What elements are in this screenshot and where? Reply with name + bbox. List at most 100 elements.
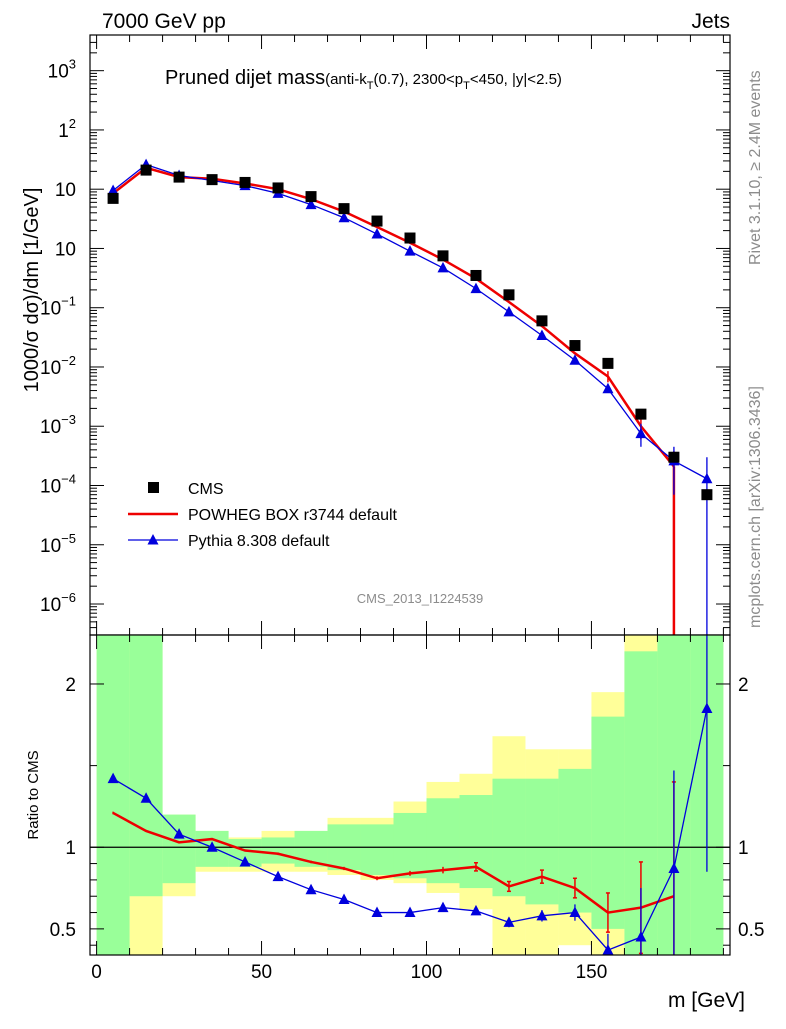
series-cms-point [635,408,647,420]
ratio-ytick-label-right: 2 [738,675,749,696]
watermark: CMS_2013_I1224539 [357,591,484,606]
ratio-pythia-point [536,909,548,921]
rivet-label: Rivet 3.1.10, ≥ 2.4M events [747,70,764,265]
ratio-xtick-label: 0 [91,962,102,983]
series-cms-point [701,489,713,501]
band-green [261,837,295,864]
series-pythia-point [602,382,614,394]
series-cms-point [338,203,350,215]
band-green [393,812,427,879]
legend-pythia-marker [147,534,159,545]
main-ytick-label: 10 [55,180,76,201]
ratio-pythia-point [470,904,482,916]
series-cms-point [536,315,548,327]
ratio-pythia-point [107,772,119,784]
main-ylabel: 1000/σ dσ)/dm [1/GeV] [21,188,43,393]
ratio-pythia-point [437,901,449,913]
ratio-pythia-point [701,702,713,713]
series-pythia-point [107,184,119,196]
band-green [129,635,163,897]
ratio-pythia-point [206,841,218,852]
main-ytick-label: 12 [58,116,76,142]
main-frame [89,34,731,636]
ratio-pythia-point [239,855,251,867]
series-cms-point [206,174,218,186]
band-green [162,814,196,884]
series-cms-point [239,176,251,188]
ratio-xtick-label: 50 [251,962,272,983]
ratio-ytick-label: 1 [65,838,76,859]
series-cms-point [371,215,383,227]
series-pythia-point [404,245,416,256]
chart-title: Pruned dijet mass(anti-kT(0.7), 2300<pT<… [165,67,562,92]
ratio-pythia-point [272,870,284,882]
series-pythia-point [635,427,647,439]
ratio-pythia-point [140,792,152,803]
series-cms-point [272,182,284,194]
series-cms-point [569,340,581,352]
ratio-pythia-point [503,916,515,927]
ratio-ytick-label: 2 [65,675,76,696]
header-right: Jets [691,10,730,33]
ratio-pythia-point [635,931,647,942]
series-cms-point [173,171,185,183]
ratio-ytick-label-right: 0.5 [738,920,764,941]
main-ytick-label: 10−6 [40,590,76,616]
legend-entry: Pythia 8.308 default [188,533,330,550]
ratio-ytick-label: 0.5 [50,920,76,941]
ratio-pythia-point [173,828,185,839]
ratio-ylabel: Ratio to CMS [25,750,42,839]
main-ytick-label: 10−1 [40,294,76,320]
ratio-pythia-point [371,906,383,918]
series-cms-point [305,191,317,203]
series-pythia-line [112,163,708,480]
mcplots-label: mcplots.cern.ch [arXiv:1306.3436] [747,386,764,628]
series-cms-point [140,164,152,176]
series-cms-point [503,289,515,301]
series-pythia-point [338,211,350,223]
series-pythia-point [371,228,383,239]
series-cms-point [668,451,680,463]
ratio-pythia-point [404,906,416,918]
ratio-ytick-label-right: 1 [738,838,749,859]
series-cms-point [107,192,119,204]
band-green [96,635,130,955]
ratio-powheg-line [112,811,675,914]
band-green [360,824,394,875]
series-pythia-point [569,354,581,365]
header-left: 7000 GeV pp [102,10,226,33]
band-green [525,778,559,905]
legend-entry: POWHEG BOX r3744 default [188,507,398,524]
series-cms-point [437,250,449,262]
ratio-pythia-point [569,906,581,918]
series-pythia-point [437,261,449,273]
series-cms-point [404,232,416,244]
series-pythia-point [701,472,713,484]
main-panel: 103 12 10 10 10−1 10−2 10−3 10−4 10−5 10−6 Pruned… [21,34,731,636]
series-pythia-point [470,282,482,294]
legend: CMS POWHEG BOX r3744 default Pythia 8.308 … [128,481,398,550]
main-ytick-label: 10−4 [40,471,76,497]
main-ytick-label: 10−5 [40,531,76,557]
main-ytick-label: 10−3 [40,412,76,438]
series-pythia-point [536,329,548,340]
ratio-pythia-point [668,862,680,873]
ratio-pythia-point [338,893,350,904]
ratio-panel: 2 2 1 1 0.5 0.5 0 50 100 150 Ratio to CMS m [GeV] [25,634,764,1012]
ratio-frame [89,634,731,956]
series-pythia-point [305,198,317,210]
series-cms-point [602,357,614,369]
series-powheg-line [112,166,675,468]
main-ytick-label: 10−2 [40,353,76,379]
ratio-xtick-label: 100 [411,962,443,983]
main-ytick-label: 103 [48,57,76,83]
series-cms-point [470,269,482,281]
ratio-pythia-point [305,883,317,895]
series-pythia-point [503,305,515,317]
legend-entry: CMS [188,481,224,498]
ratio-xlabel: m [GeV] [668,989,745,1012]
legend-cms-marker [148,482,159,493]
band-green [492,778,526,897]
ratio-pythia-point [602,944,614,955]
